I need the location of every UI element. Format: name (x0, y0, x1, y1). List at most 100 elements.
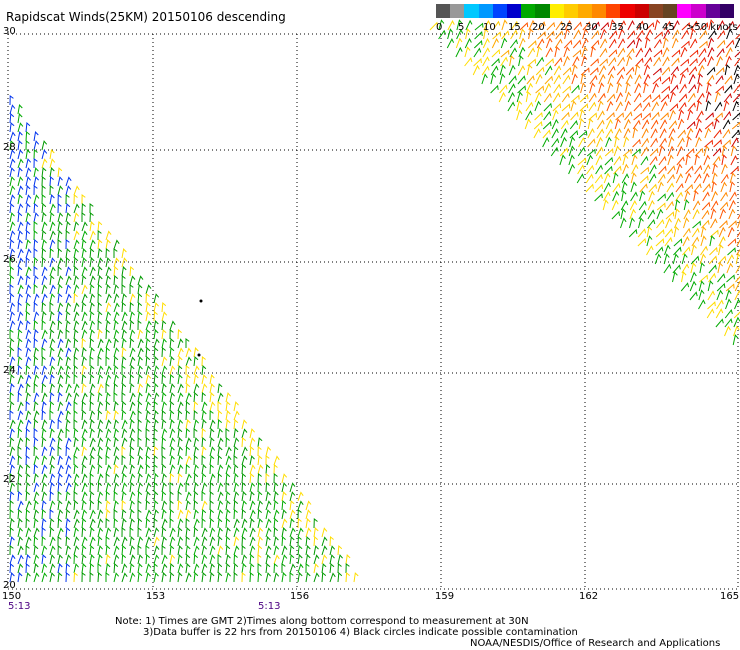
wind-barb (607, 82, 614, 94)
legend-label: 5 (458, 22, 465, 33)
wind-barb (25, 158, 32, 169)
wind-barb (169, 428, 176, 439)
wind-barb (683, 217, 690, 229)
wind-barb (113, 248, 118, 258)
wind-barb (73, 355, 78, 367)
wind-barb (41, 194, 46, 205)
wind-barb (137, 392, 143, 403)
wind-barb (217, 464, 224, 475)
wind-barb (624, 100, 632, 112)
wind-barb (589, 74, 598, 85)
wind-barb (209, 463, 214, 475)
wind-barb (65, 176, 72, 187)
wind-barb (500, 37, 508, 49)
wind-barb (582, 21, 591, 31)
wind-barb (257, 554, 262, 564)
wind-barb (615, 112, 624, 121)
wind-barb (81, 329, 88, 340)
wind-barb (510, 20, 519, 31)
wind-barb (145, 293, 150, 304)
wind-barb (683, 199, 690, 211)
wind-barb (65, 230, 70, 241)
wind-barb (692, 200, 701, 211)
wind-barb (612, 182, 621, 193)
wind-barb (57, 266, 62, 277)
wind-barb (714, 112, 723, 121)
wind-barb (105, 464, 112, 475)
wind-barb (137, 455, 143, 466)
wind-barb (718, 226, 726, 238)
wind-barb (225, 410, 231, 421)
wind-barb (153, 500, 159, 511)
wind-barb (456, 19, 463, 31)
wind-barb (329, 535, 334, 547)
wind-barb (562, 66, 572, 76)
wind-barb (595, 164, 603, 175)
wind-barb (689, 57, 698, 67)
wind-barb (665, 211, 675, 220)
wind-barb (169, 392, 175, 403)
wind-barb (657, 181, 664, 193)
wind-barb (153, 400, 158, 412)
wind-barb (97, 220, 103, 232)
wind-barb (321, 554, 328, 565)
wind-barb (33, 194, 40, 205)
wind-barb (57, 572, 63, 583)
wind-barb (177, 473, 183, 484)
wind-barb (17, 464, 24, 475)
wind-barb (9, 212, 15, 223)
wind-barb (105, 328, 110, 340)
wind-barb (614, 118, 621, 130)
wind-barb (73, 409, 78, 421)
legend-label: >50 knots (686, 22, 738, 33)
wind-barb (527, 40, 537, 49)
wind-barb (17, 301, 22, 313)
wind-barb (722, 139, 731, 148)
wind-barb (73, 256, 79, 268)
wind-barb (153, 329, 159, 340)
wind-barb (65, 374, 71, 385)
wind-barb (65, 500, 72, 511)
wind-barb (9, 464, 15, 475)
wind-barb (65, 212, 71, 223)
wind-barb (41, 446, 48, 457)
wind-barb (89, 302, 95, 313)
wind-barb (137, 563, 143, 574)
wind-barb (569, 136, 576, 148)
wind-barb (652, 82, 659, 94)
wind-barb (177, 563, 184, 574)
wind-barb (25, 302, 31, 313)
wind-barb (613, 155, 622, 166)
wind-barb (585, 173, 594, 184)
wind-barb (81, 446, 87, 457)
wind-barb (678, 93, 688, 103)
wind-barb (710, 200, 719, 211)
wind-barb (41, 301, 47, 313)
wind-barb (695, 118, 702, 130)
wind-barb (492, 31, 501, 40)
wind-barb (257, 518, 263, 529)
wind-barb (145, 284, 152, 295)
wind-barb (113, 464, 119, 475)
wind-barb (57, 464, 64, 475)
wind-barb (65, 266, 72, 277)
wind-barb (49, 545, 56, 556)
wind-barb (145, 553, 151, 565)
wind-barb (25, 419, 32, 430)
wind-barb (81, 347, 87, 358)
wind-barb (137, 536, 144, 547)
wind-barb (597, 92, 606, 103)
wind-barb (89, 211, 94, 223)
wind-barb (97, 347, 104, 358)
wind-barb (105, 446, 111, 457)
wind-barb (89, 284, 95, 295)
wind-barb (225, 500, 231, 511)
wind-barb (193, 437, 199, 448)
wind-barb (712, 163, 718, 175)
wind-barb (33, 445, 38, 457)
wind-barb (706, 74, 715, 85)
wind-barb (257, 527, 264, 538)
wind-barb (41, 329, 48, 340)
wind-barb (89, 221, 95, 232)
wind-barb (193, 446, 199, 457)
